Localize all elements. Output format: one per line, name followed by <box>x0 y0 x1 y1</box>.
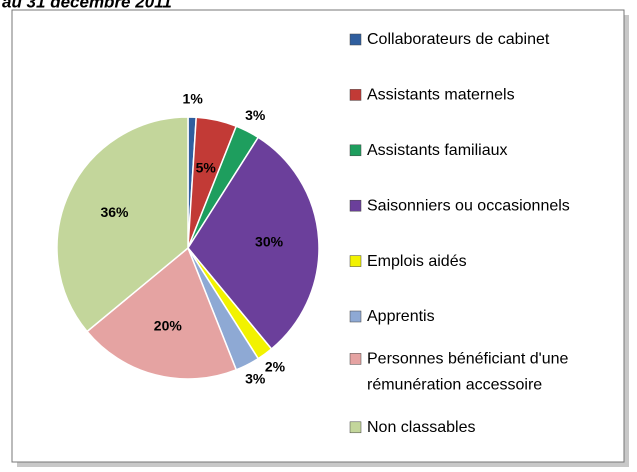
data-label: 3% <box>245 107 266 123</box>
data-label: 20% <box>154 317 183 333</box>
data-label: 3% <box>245 371 266 387</box>
legend-swatch <box>349 353 362 365</box>
legend-swatch <box>349 144 362 157</box>
legend-label: Apprentis <box>367 308 435 325</box>
legend-swatch <box>349 33 362 46</box>
pie-slice <box>86 246 238 380</box>
legend-swatch <box>349 310 362 323</box>
legend-swatch <box>349 255 362 267</box>
chart-title: au 31 décembre 2011 <box>2 0 172 11</box>
legend-label: Emplois aidés <box>367 253 467 270</box>
data-label: 36% <box>100 204 129 220</box>
data-label: 30% <box>255 234 284 250</box>
legend-label: Saisonniers ou occasionnels <box>367 197 570 214</box>
legend-line: rémunération accessoire <box>367 377 542 394</box>
legend-line: Personnes bénéficiant d'une <box>367 351 569 368</box>
data-label: 2% <box>265 358 286 374</box>
legend-label: Assistants familiaux <box>367 142 508 159</box>
legend-swatch <box>349 89 362 101</box>
legend-label: Personnes bénéficiant d'une rémunération … <box>367 351 569 394</box>
legend-swatch <box>349 421 362 434</box>
pie-slice <box>187 136 320 350</box>
data-label: 1% <box>183 91 204 107</box>
data-label: 5% <box>196 159 217 175</box>
legend-label: Non classables <box>367 419 476 436</box>
legend-swatch <box>349 199 362 212</box>
legend-label: Assistants maternels <box>367 87 515 104</box>
pie-slice <box>56 116 189 333</box>
legend-label: Collaborateurs de cabinet <box>367 31 550 48</box>
